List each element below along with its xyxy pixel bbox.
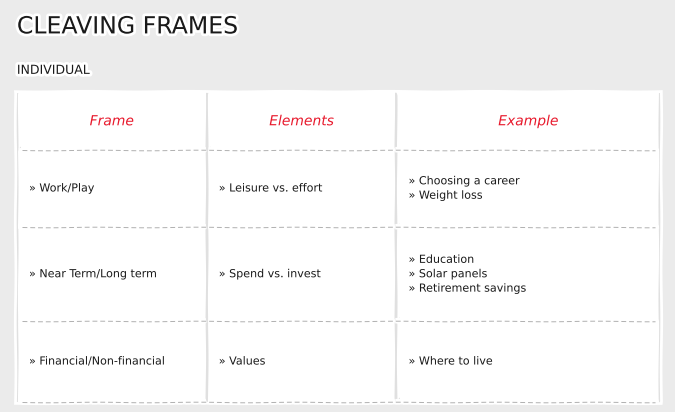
Text: » Education
» Solar panels
» Retirement savings: » Education » Solar panels » Retirement …: [408, 255, 526, 294]
FancyBboxPatch shape: [21, 151, 203, 226]
Text: CLEAVING FRAMES: CLEAVING FRAMES: [17, 14, 239, 38]
FancyBboxPatch shape: [400, 94, 656, 149]
Text: » Spend vs. invest: » Spend vs. invest: [219, 269, 321, 279]
Text: » Values: » Values: [219, 356, 265, 367]
Text: Example: Example: [498, 114, 558, 128]
Text: » Financial/Non-financial: » Financial/Non-financial: [29, 356, 166, 367]
Text: Frame: Frame: [90, 114, 134, 128]
FancyBboxPatch shape: [17, 93, 660, 402]
FancyBboxPatch shape: [400, 151, 656, 226]
Text: » Leisure vs. effort: » Leisure vs. effort: [219, 183, 323, 194]
FancyBboxPatch shape: [400, 323, 656, 400]
FancyBboxPatch shape: [211, 151, 392, 226]
Text: » Near Term/Long term: » Near Term/Long term: [29, 269, 157, 279]
Text: » Work/Play: » Work/Play: [29, 183, 94, 194]
FancyBboxPatch shape: [211, 228, 392, 320]
FancyBboxPatch shape: [21, 323, 203, 400]
FancyBboxPatch shape: [21, 94, 203, 149]
Text: INDIVIDUAL: INDIVIDUAL: [17, 64, 90, 77]
FancyBboxPatch shape: [211, 94, 392, 149]
FancyBboxPatch shape: [21, 228, 203, 320]
FancyBboxPatch shape: [211, 323, 392, 400]
Text: Elements: Elements: [269, 114, 334, 128]
FancyBboxPatch shape: [400, 228, 656, 320]
Text: » Choosing a career
» Weight loss: » Choosing a career » Weight loss: [408, 176, 520, 201]
Text: » Where to live: » Where to live: [408, 356, 493, 367]
